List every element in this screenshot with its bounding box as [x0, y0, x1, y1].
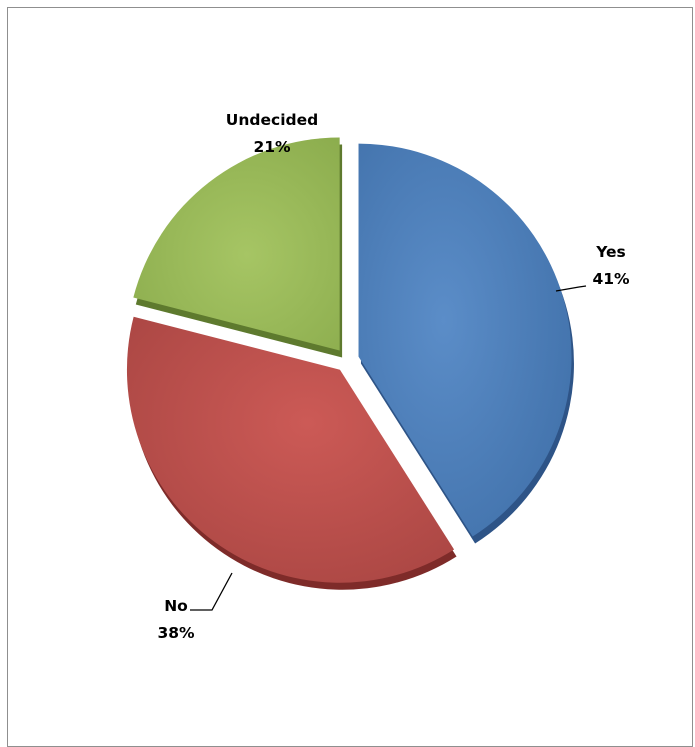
leader-line-yes — [555, 285, 587, 292]
slice-no — [126, 316, 455, 583]
label-yes-percent: 41% — [592, 270, 630, 288]
chart-frame — [7, 7, 693, 747]
slice-undecided — [133, 137, 340, 351]
label-no-name: No — [164, 597, 188, 615]
slice-yes — [358, 143, 572, 537]
label-undecided-percent: 21% — [253, 138, 291, 156]
label-undecided-name: Undecided — [226, 111, 318, 129]
label-no-percent: 38% — [157, 624, 195, 642]
label-yes-name: Yes — [595, 243, 626, 261]
leader-line-no — [190, 572, 233, 611]
